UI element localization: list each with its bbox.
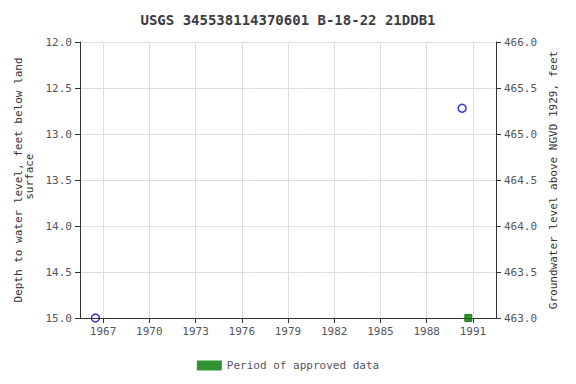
- svg-text:465.5: 465.5: [504, 82, 537, 95]
- svg-text:1985: 1985: [367, 325, 394, 338]
- svg-text:surface: surface: [23, 154, 36, 207]
- svg-text:1976: 1976: [229, 325, 256, 338]
- svg-text:12.0: 12.0: [46, 36, 73, 49]
- svg-text:Depth to water level, feet bel: Depth to water level, feet below land: [11, 57, 25, 303]
- svg-text:1988: 1988: [413, 325, 440, 338]
- svg-text:14.5: 14.5: [46, 266, 73, 279]
- svg-text:1991: 1991: [460, 325, 487, 338]
- svg-text:15.0: 15.0: [46, 312, 73, 325]
- svg-text:1970: 1970: [136, 325, 163, 338]
- svg-text:USGS 345538114370601 B-18-22 2: USGS 345538114370601 B-18-22 21DDB1: [140, 12, 435, 28]
- svg-text:466.0: 466.0: [504, 36, 537, 49]
- svg-text:1973: 1973: [182, 325, 209, 338]
- svg-text:463.5: 463.5: [504, 266, 537, 279]
- svg-text:Groundwater level above NGVD 1: Groundwater level above NGVD 1929, feet: [547, 51, 560, 309]
- svg-text:465.0: 465.0: [504, 128, 537, 141]
- svg-text:12.5: 12.5: [46, 82, 73, 95]
- svg-text:1967: 1967: [90, 325, 117, 338]
- svg-text:13.0: 13.0: [46, 128, 73, 141]
- svg-text:Period of approved data: Period of approved data: [227, 359, 379, 372]
- svg-text:1982: 1982: [321, 325, 348, 338]
- svg-text:1979: 1979: [275, 325, 302, 338]
- svg-text:464.5: 464.5: [504, 174, 537, 187]
- svg-text:13.5: 13.5: [46, 174, 73, 187]
- svg-text:463.0: 463.0: [504, 312, 537, 325]
- svg-text:464.0: 464.0: [504, 220, 537, 233]
- svg-text:14.0: 14.0: [46, 220, 73, 233]
